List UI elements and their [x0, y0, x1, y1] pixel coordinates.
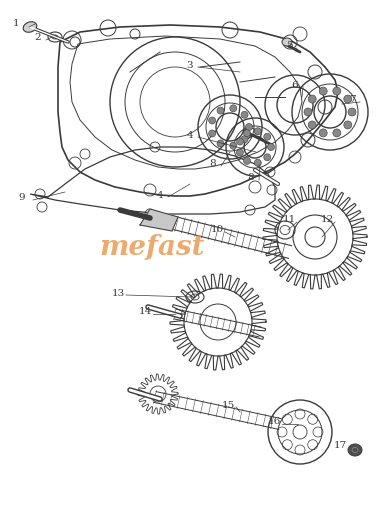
Ellipse shape [23, 22, 37, 32]
Circle shape [217, 107, 224, 114]
Circle shape [244, 130, 250, 137]
Text: 16: 16 [268, 418, 280, 427]
Text: 4: 4 [157, 190, 163, 200]
Circle shape [264, 133, 271, 140]
Polygon shape [140, 209, 178, 231]
Circle shape [304, 108, 312, 116]
Circle shape [344, 121, 352, 129]
Text: 12: 12 [320, 215, 334, 225]
Circle shape [217, 140, 224, 147]
Circle shape [209, 117, 215, 124]
Circle shape [236, 138, 244, 145]
Text: 5: 5 [286, 41, 292, 51]
Text: 14: 14 [138, 307, 152, 317]
Text: 8: 8 [210, 160, 216, 169]
Circle shape [333, 87, 341, 95]
Circle shape [209, 130, 215, 137]
Text: 2: 2 [35, 34, 41, 43]
Circle shape [333, 129, 341, 137]
Text: 6: 6 [292, 80, 298, 89]
Ellipse shape [282, 38, 292, 46]
Text: 10: 10 [211, 226, 223, 235]
Circle shape [308, 95, 316, 103]
Circle shape [319, 129, 327, 137]
Circle shape [319, 87, 327, 95]
Circle shape [230, 105, 237, 112]
Circle shape [245, 123, 252, 130]
Text: 11: 11 [282, 215, 296, 225]
Circle shape [244, 157, 250, 164]
Circle shape [348, 108, 356, 116]
Text: mefast: mefast [99, 234, 205, 261]
Circle shape [241, 136, 248, 143]
Circle shape [264, 154, 271, 161]
Text: 4: 4 [187, 131, 193, 140]
Circle shape [308, 121, 316, 129]
Circle shape [254, 159, 261, 167]
Circle shape [241, 111, 248, 118]
Circle shape [268, 144, 274, 151]
Text: 8: 8 [248, 173, 254, 182]
Circle shape [344, 95, 352, 103]
Circle shape [236, 149, 244, 156]
Text: 13: 13 [111, 288, 125, 297]
Text: 9: 9 [19, 194, 25, 203]
Text: 3: 3 [187, 62, 193, 71]
Circle shape [254, 128, 261, 135]
Text: 7: 7 [349, 96, 355, 104]
Text: 1: 1 [13, 20, 19, 29]
Circle shape [230, 142, 237, 149]
Ellipse shape [348, 444, 362, 456]
Text: 17: 17 [333, 442, 347, 451]
Text: 15: 15 [222, 401, 234, 410]
